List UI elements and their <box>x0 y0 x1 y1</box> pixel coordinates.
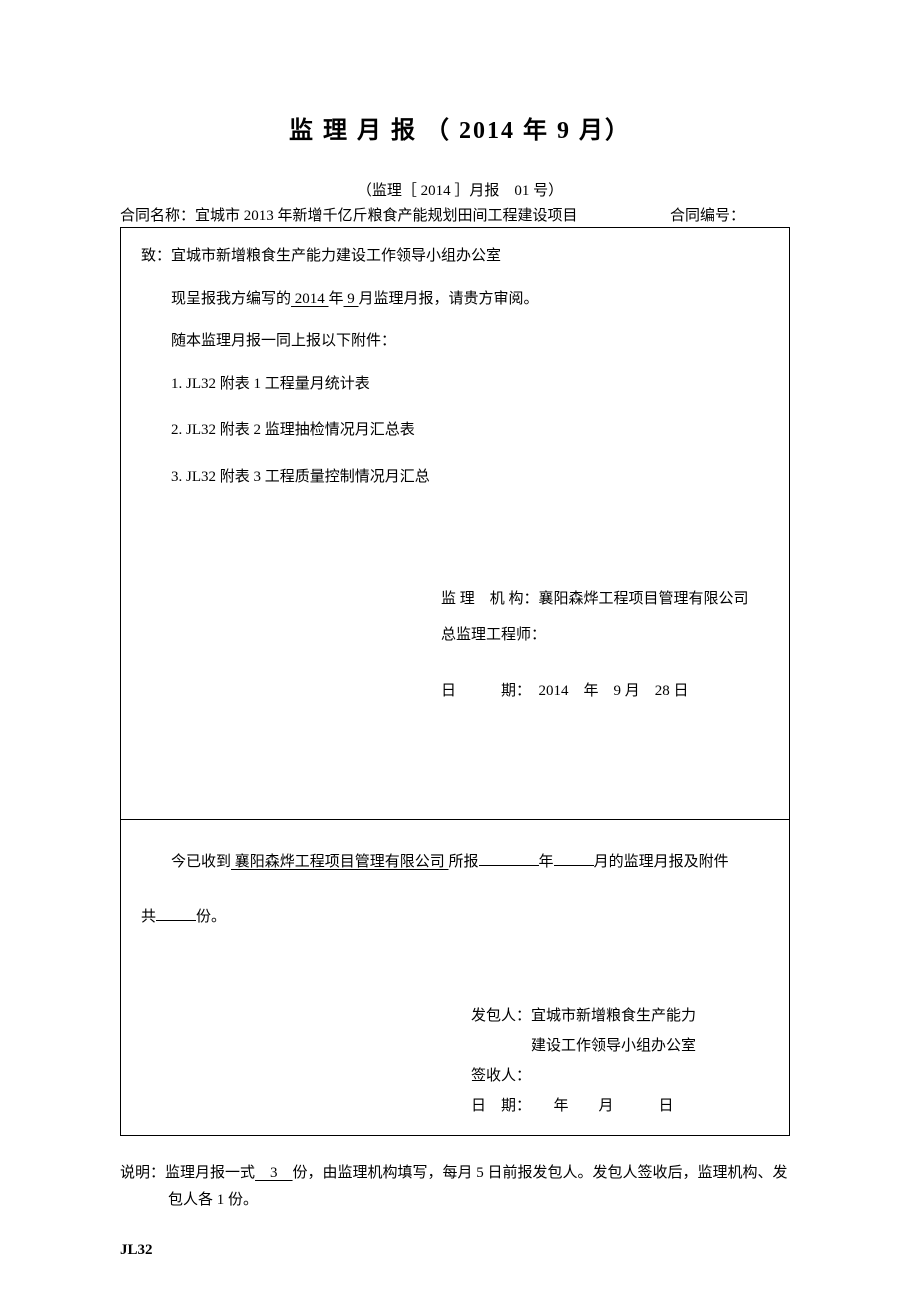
received-statement: 今已收到 襄阳森烨工程项目管理有限公司 所报年月的监理月报及附件 <box>141 848 769 877</box>
copies-line: 共份。 <box>141 903 769 932</box>
contract-header: 合同名称：宜城市 2013 年新增千亿斤粮食产能规划田间工程建设项目 合同编号： <box>120 204 790 225</box>
org-value: 襄阳森烨工程项目管理有限公司 <box>539 591 749 607</box>
copies-blank <box>156 905 196 921</box>
received-company: 襄阳森烨工程项目管理有限公司 <box>231 854 449 870</box>
received-year-blank <box>479 850 539 866</box>
attachments-intro: 随本监理月报一同上报以下附件： <box>141 327 769 356</box>
received-month-blank <box>554 850 594 866</box>
attachment-item: 2. JL32 附表 2 监理抽检情况月汇总表 <box>141 416 769 445</box>
date-value: 2014 年 9 月 28 日 <box>524 683 689 699</box>
submit-statement: 现呈报我方编写的 2014 年 9 月监理月报，请贵方审阅。 <box>141 285 769 314</box>
attachment-item: 1. JL32 附表 1 工程量月统计表 <box>141 370 769 399</box>
addressee-line: 致：宜城市新增粮食生产能力建设工作领导小组办公室 <box>141 242 769 271</box>
to-label: 致： <box>141 248 171 264</box>
attachment-item: 3. JL32 附表 3 工程质量控制情况月汇总 <box>141 463 769 492</box>
receipt-date-line: 日 期： 年 月 日 <box>471 1091 769 1121</box>
contract-name-label: 合同名称： <box>120 208 195 224</box>
doc-number: （监理［ 2014 ］月报 01 号） <box>120 179 800 200</box>
submit-year: 2014 <box>291 291 329 307</box>
org-line: 监 理 机 构：襄阳森烨工程项目管理有限公司 <box>441 581 769 617</box>
submission-section: 致：宜城市新增粮食生产能力建设工作领导小组办公室 现呈报我方编写的 2014 年… <box>121 228 789 820</box>
form-code: JL32 <box>120 1242 800 1259</box>
note-copies: 3 <box>255 1165 293 1181</box>
contract-no-label: 合同编号： <box>670 204 790 225</box>
document-page: 监 理 月 报 （ 2014 年 9 月） （监理［ 2014 ］月报 01 号… <box>0 0 920 1302</box>
page-title: 监 理 月 报 （ 2014 年 9 月） <box>120 110 800 145</box>
issuer-line2: 建设工作领导小组办公室 <box>471 1031 769 1061</box>
contract-name-value: 宜城市 2013 年新增千亿斤粮食产能规划田间工程建设项目 <box>195 208 578 224</box>
main-form-box: 致：宜城市新增粮食生产能力建设工作领导小组办公室 现呈报我方编写的 2014 年… <box>120 227 790 1136</box>
signer-line: 签收人： <box>471 1061 769 1091</box>
receipt-section: 今已收到 襄阳森烨工程项目管理有限公司 所报年月的监理月报及附件 共份。 发包人… <box>121 820 789 1135</box>
submit-month: 9 <box>344 291 359 307</box>
contract-name: 合同名称：宜城市 2013 年新增千亿斤粮食产能规划田间工程建设项目 <box>120 204 670 225</box>
note-label: 说明： <box>120 1165 165 1181</box>
to-value: 宜城市新增粮食生产能力建设工作领导小组办公室 <box>171 248 501 264</box>
date-line: 日 期： 2014 年 9 月 28 日 <box>441 673 769 709</box>
supervisor-signature-block: 监 理 机 构：襄阳森烨工程项目管理有限公司 总监理工程师： 日 期： 2014… <box>441 581 769 709</box>
issuer-line1: 发包人：宜城市新增粮食生产能力 <box>471 1001 769 1031</box>
chief-engineer-line: 总监理工程师： <box>441 617 769 653</box>
issuer-signature-block: 发包人：宜城市新增粮食生产能力 建设工作领导小组办公室 签收人： 日 期： 年 … <box>471 1001 769 1121</box>
attachments-list: 1. JL32 附表 1 工程量月统计表 2. JL32 附表 2 监理抽检情况… <box>141 370 769 492</box>
footnote: 说明：监理月报一式 3 份，由监理机构填写，每月 5 日前报发包人。发包人签收后… <box>120 1160 790 1214</box>
